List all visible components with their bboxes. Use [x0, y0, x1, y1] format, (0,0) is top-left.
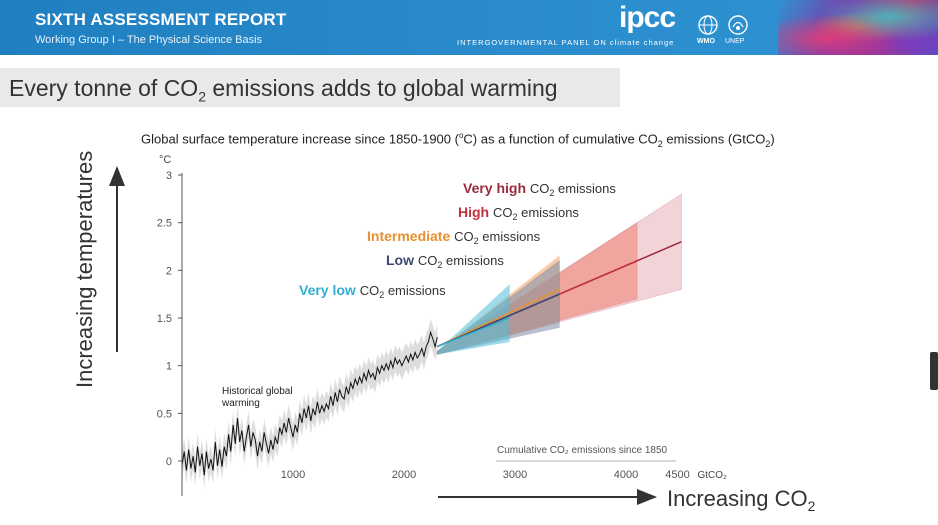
- historical-line: [181, 330, 438, 476]
- y-tick-label: 0: [166, 456, 172, 468]
- x-tick-label: 3000: [503, 469, 527, 481]
- y-tick-label: 1: [166, 361, 172, 373]
- projection-line: [437, 317, 510, 348]
- slide-title-bar: [0, 68, 620, 107]
- series-label: High CO2 emissions: [458, 204, 579, 222]
- series-label: Low CO2 emissions: [386, 252, 504, 270]
- wmo-label: WMO: [697, 38, 715, 45]
- report-header: [0, 0, 938, 55]
- series-label: Very high CO2 emissions: [463, 180, 616, 198]
- y-tick-label: 1.5: [157, 313, 172, 325]
- x-axis-label: Cumulative CO₂ emissions since 1850: [497, 445, 668, 456]
- projection-band: [436, 283, 510, 355]
- ipcc-full-name: INTERGOVERNMENTAL PANEL ON climate chang…: [457, 38, 675, 47]
- historical-uncertainty-band: [182, 318, 438, 489]
- x-unit-label: GtCO₂: [698, 470, 728, 481]
- slide-title: Every tonne of CO2 emissions adds to glo…: [9, 75, 558, 105]
- y-tick-label: 2: [166, 265, 172, 277]
- globe-icon: [698, 15, 718, 35]
- historical-series: Historical global warming: [181, 318, 438, 489]
- axes: °C 0 0.5 1 1.5 2 2.5 3 1000 2000 3000 4000 4500 GtCO₂…: [157, 154, 727, 496]
- x-tick-label: 4000: [614, 469, 638, 481]
- report-subtitle: Working Group I – The Physical Science B…: [35, 34, 263, 46]
- unep-label: UNEP: [725, 38, 745, 45]
- y-arrow-label: Increasing temperatures: [72, 151, 97, 388]
- y-unit-label: °C: [159, 154, 171, 166]
- series-label: Very low CO2 emissions: [299, 282, 446, 300]
- ipcc-logo: ipcc: [619, 1, 676, 34]
- y-tick-label: 2.5: [157, 218, 172, 230]
- chart-title: Global surface temperature increase sinc…: [141, 131, 775, 149]
- side-tab[interactable]: [930, 352, 938, 390]
- unep-icon: [728, 15, 748, 35]
- y-tick-label: 3: [166, 170, 172, 182]
- historical-label: Historical global warming: [221, 386, 293, 409]
- y-tick-label: 0.5: [157, 408, 172, 420]
- x-tick-label: 2000: [392, 469, 416, 481]
- report-title: SIXTH ASSESSMENT REPORT: [35, 10, 287, 29]
- header-artwork: [778, 0, 938, 55]
- series-labels: Very high CO2 emissions High CO2 emission…: [299, 180, 616, 300]
- series-label: Intermediate CO2 emissions: [367, 228, 541, 246]
- x-tick-label: 1000: [281, 469, 305, 481]
- x-tick-label: 4500: [665, 469, 689, 481]
- projection-bands: [436, 193, 682, 355]
- x-arrow-label: Increasing CO2: [667, 486, 816, 514]
